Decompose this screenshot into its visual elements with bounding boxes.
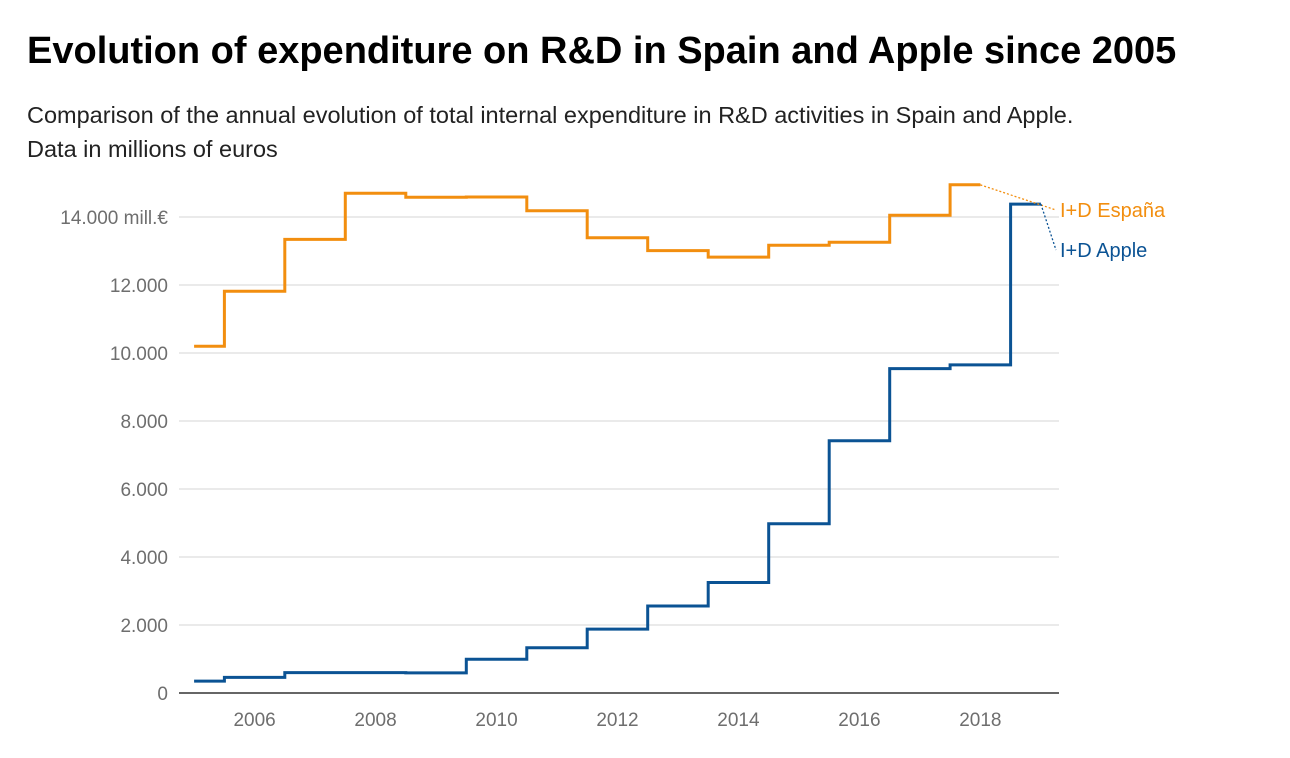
y-tick-label: 10.000 — [110, 344, 168, 365]
x-tick-label: 2012 — [596, 710, 638, 731]
chart-title: Evolution of expenditure on R&D in Spain… — [27, 30, 1177, 72]
series-lines — [194, 183, 1041, 683]
x-tick-label: 2016 — [838, 710, 880, 731]
y-tick-label: 0 — [157, 684, 168, 705]
y-tick-label: 8.000 — [120, 412, 168, 433]
y-tick-label: 4.000 — [120, 548, 168, 569]
subtitle-line-1: Comparison of the annual evolution of to… — [27, 102, 1074, 128]
chart-subtitle: Comparison of the annual evolution of to… — [27, 98, 1277, 166]
series-label: I+D Apple — [1060, 240, 1147, 262]
x-tick-label: 2006 — [233, 710, 275, 731]
series-label-leader — [980, 184, 1057, 211]
series-label-leader — [1040, 203, 1057, 251]
x-tick-label: 2008 — [354, 710, 396, 731]
x-axis-tick-labels: 2006 2008 2010 2012 2014 2016 2018 — [233, 710, 1001, 731]
gridlines — [179, 216, 1059, 694]
x-tick-label: 2018 — [959, 710, 1001, 731]
y-tick-label: 6.000 — [120, 480, 168, 501]
series-label: I+D España — [1060, 200, 1166, 222]
x-tick-label: 2014 — [717, 710, 760, 731]
y-axis-tick-labels: 0 2.000 4.000 6.000 8.000 10.000 12.000 14.000 … — [60, 208, 168, 705]
x-tick-label: 2010 — [475, 710, 517, 731]
series-labels: I+D España I+D Apple — [980, 184, 1166, 262]
subtitle-line-2: Data in millions of euros — [27, 136, 278, 162]
series-line — [194, 183, 981, 348]
series-line — [194, 202, 1041, 683]
y-tick-label: 14.000 mill.€ — [60, 208, 168, 229]
y-tick-label: 2.000 — [120, 616, 168, 637]
y-tick-label: 12.000 — [110, 276, 168, 297]
